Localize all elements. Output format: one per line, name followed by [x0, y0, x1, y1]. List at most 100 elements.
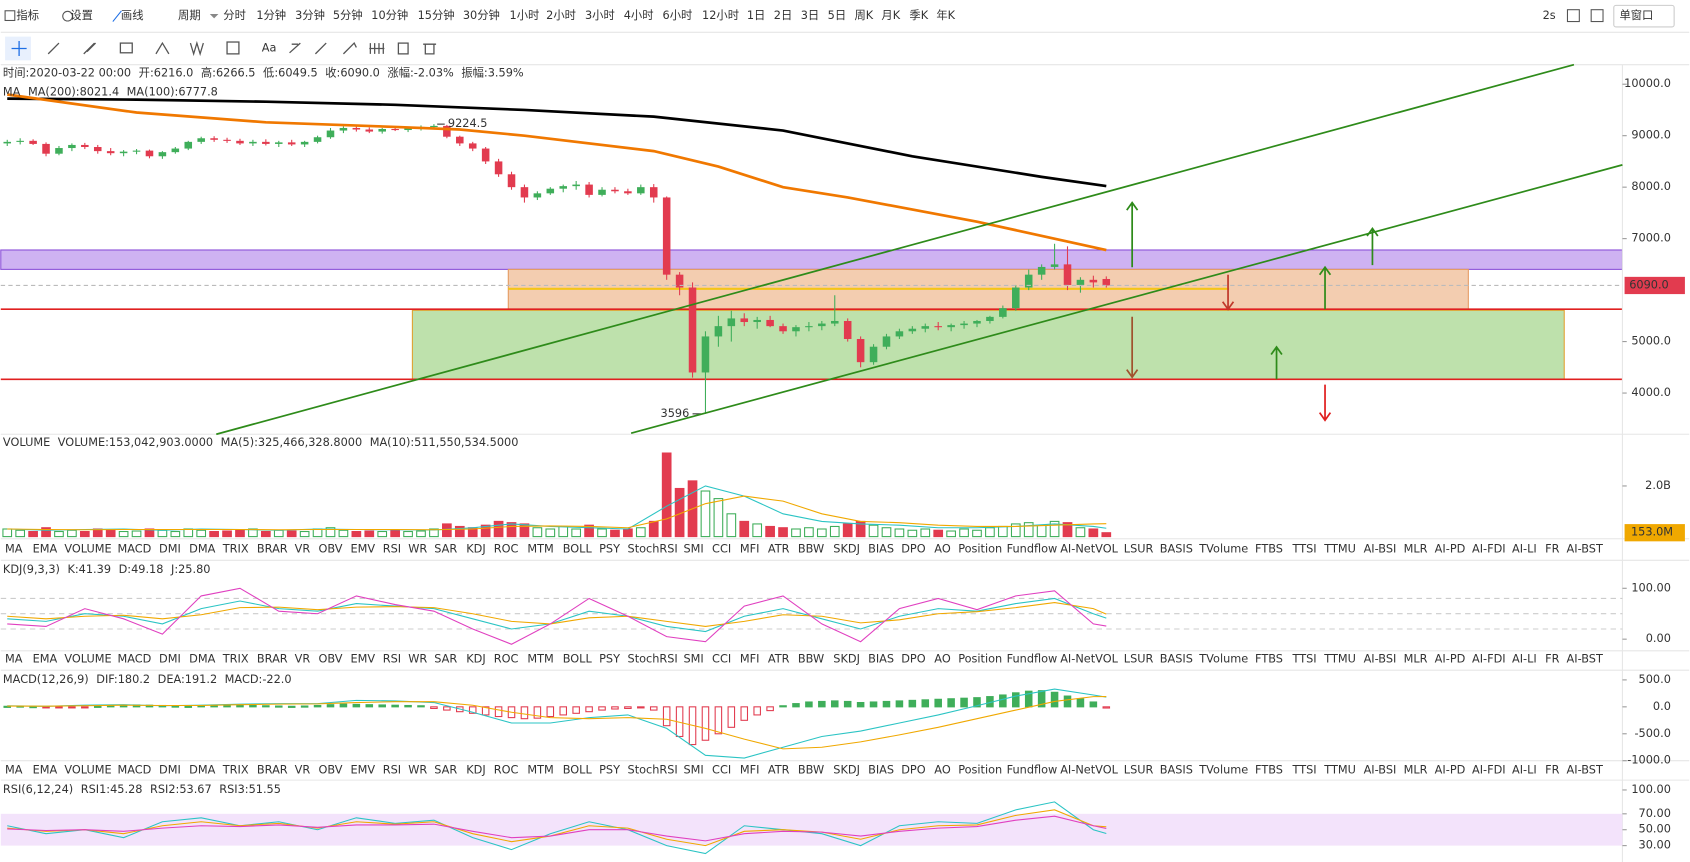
- period-option[interactable]: 4小时: [624, 9, 654, 22]
- period-option[interactable]: 年K: [936, 8, 955, 22]
- shape-tool[interactable]: [119, 42, 133, 54]
- indicator-tab[interactable]: AI-NetVOL: [1060, 652, 1118, 665]
- indicator-tab[interactable]: RSI: [383, 763, 401, 776]
- wave-tool[interactable]: [189, 40, 204, 57]
- indicator-tab[interactable]: MLR: [1404, 763, 1428, 776]
- indicator-tab[interactable]: OBV: [318, 763, 342, 776]
- period-option[interactable]: 30分钟: [463, 8, 500, 22]
- indicator-tab[interactable]: SKDJ: [833, 652, 860, 665]
- pen-tool[interactable]: [342, 42, 357, 55]
- indicator-tab[interactable]: FR: [1545, 652, 1559, 665]
- indicator-tab[interactable]: DPO: [901, 543, 926, 556]
- icon[interactable]: [1566, 9, 1580, 23]
- indicator-tab[interactable]: AI-NetVOL: [1060, 763, 1118, 776]
- indicator-tab[interactable]: KDJ: [466, 763, 485, 776]
- indicator-tab[interactable]: EMA: [33, 543, 58, 556]
- indicator-tab[interactable]: SAR: [434, 543, 457, 556]
- indicator-tab[interactable]: EMA: [33, 652, 58, 665]
- indicator-tab[interactable]: StochRSI: [628, 652, 678, 665]
- indicator-tab[interactable]: CCI: [712, 543, 731, 556]
- indicator-tab[interactable]: DMI: [159, 652, 181, 665]
- indicator-tab[interactable]: WR: [408, 763, 427, 776]
- period-option[interactable]: 3小时: [585, 9, 615, 22]
- crosshair-tool[interactable]: [11, 40, 27, 57]
- indicator-tab[interactable]: SMI: [683, 763, 703, 776]
- toolbar-item[interactable]: 指标: [16, 8, 39, 22]
- indicator-tab[interactable]: SKDJ: [833, 763, 860, 776]
- indicator-tab[interactable]: FTBS: [1255, 652, 1283, 665]
- indicator-tab[interactable]: MA: [5, 543, 23, 556]
- indicator-tab[interactable]: BRAR: [257, 652, 288, 665]
- indicator-tab[interactable]: MLR: [1404, 543, 1428, 556]
- indicator-tab[interactable]: BRAR: [257, 763, 288, 776]
- indicator-tab[interactable]: SKDJ: [833, 543, 860, 556]
- indicator-tab[interactable]: AI-FDI: [1472, 543, 1506, 556]
- indicator-tab[interactable]: BOLL: [563, 652, 593, 665]
- line-tool[interactable]: [47, 42, 60, 55]
- period-option[interactable]: 1小时: [510, 9, 540, 22]
- indicator-tab[interactable]: TTMU: [1323, 763, 1356, 776]
- period-option[interactable]: 周K: [854, 9, 873, 22]
- indicator-tab[interactable]: AI-BSI: [1364, 543, 1397, 556]
- lock-tool[interactable]: [397, 42, 409, 55]
- window-mode[interactable]: 单窗口: [1619, 8, 1653, 22]
- period-option[interactable]: 分时: [223, 9, 246, 22]
- period-option[interactable]: 3日: [801, 9, 820, 22]
- indicator-tab[interactable]: AI-BSI: [1364, 763, 1397, 776]
- indicator-tab[interactable]: Position: [958, 652, 1002, 665]
- indicator-tab[interactable]: RSI: [383, 652, 401, 665]
- period-option[interactable]: 2小时: [546, 9, 576, 22]
- indicator-tab[interactable]: AO: [934, 763, 951, 776]
- indicator-tab[interactable]: BBW: [798, 652, 824, 665]
- fib-tool[interactable]: [155, 41, 170, 55]
- indicator-tab[interactable]: MFI: [740, 763, 760, 776]
- indicator-tab[interactable]: AI-FDI: [1472, 652, 1506, 665]
- period-option[interactable]: 10分钟: [371, 8, 408, 22]
- indicator-tab[interactable]: AI-BST: [1567, 543, 1603, 556]
- dropdown-icon[interactable]: [209, 14, 219, 19]
- indicator-tab[interactable]: WR: [408, 543, 427, 556]
- period-option[interactable]: 15分钟: [418, 8, 455, 22]
- indicator-tab[interactable]: VR: [295, 763, 311, 776]
- refresh-rate[interactable]: 2s: [1543, 9, 1556, 22]
- indicator-tab[interactable]: DMA: [189, 652, 215, 665]
- indicator-tab[interactable]: BIAS: [868, 543, 894, 556]
- channel-tool[interactable]: [83, 42, 97, 55]
- indicator-tab[interactable]: BOLL: [563, 543, 593, 556]
- indicator-tab[interactable]: MACD: [117, 652, 151, 665]
- indicator-tab[interactable]: KDJ: [466, 652, 485, 665]
- indicator-tab[interactable]: ROC: [494, 652, 519, 665]
- indicator-tab[interactable]: Fundflow: [1007, 543, 1058, 556]
- indicator-tab[interactable]: Fundflow: [1007, 763, 1058, 776]
- indicator-tab[interactable]: DMA: [189, 543, 215, 556]
- indicator-tab[interactable]: AI-LI: [1512, 652, 1537, 665]
- indicator-tab[interactable]: VOLUME: [64, 652, 111, 665]
- indicator-tab[interactable]: EMV: [351, 763, 376, 776]
- toolbar-item[interactable]: 画线: [121, 8, 144, 22]
- period-option[interactable]: 2日: [774, 9, 793, 22]
- indicator-tab[interactable]: DMI: [159, 543, 181, 556]
- period-option[interactable]: 6小时: [663, 9, 693, 22]
- indicator-tab[interactable]: ATR: [768, 543, 790, 556]
- indicator-tab[interactable]: TTMU: [1323, 652, 1356, 665]
- indicator-tab[interactable]: KDJ: [466, 543, 485, 556]
- icon[interactable]: [112, 10, 122, 22]
- indicator-tab[interactable]: SAR: [434, 763, 457, 776]
- indicator-tab[interactable]: BOLL: [563, 763, 593, 776]
- indicator-tab[interactable]: OBV: [318, 543, 342, 556]
- indicator-tab[interactable]: BIAS: [868, 652, 894, 665]
- indicator-tab[interactable]: MA: [5, 652, 23, 665]
- indicator-tab[interactable]: TRIX: [222, 543, 249, 556]
- indicator-tab[interactable]: MACD: [117, 763, 151, 776]
- indicator-tab[interactable]: BASIS: [1160, 763, 1193, 776]
- ruler-tool[interactable]: [369, 43, 385, 54]
- indicator-tab[interactable]: AI-FDI: [1472, 763, 1506, 776]
- indicator-tab[interactable]: ROC: [494, 763, 519, 776]
- indicator-tab[interactable]: BASIS: [1160, 543, 1193, 556]
- indicator-tab[interactable]: VOLUME: [64, 543, 111, 556]
- period-option[interactable]: 3分钟: [295, 8, 325, 22]
- indicator-tab[interactable]: RSI: [383, 543, 401, 556]
- indicator-tab[interactable]: OBV: [318, 652, 342, 665]
- indicator-tab[interactable]: MA: [5, 763, 23, 776]
- measure-tool[interactable]: [314, 42, 327, 55]
